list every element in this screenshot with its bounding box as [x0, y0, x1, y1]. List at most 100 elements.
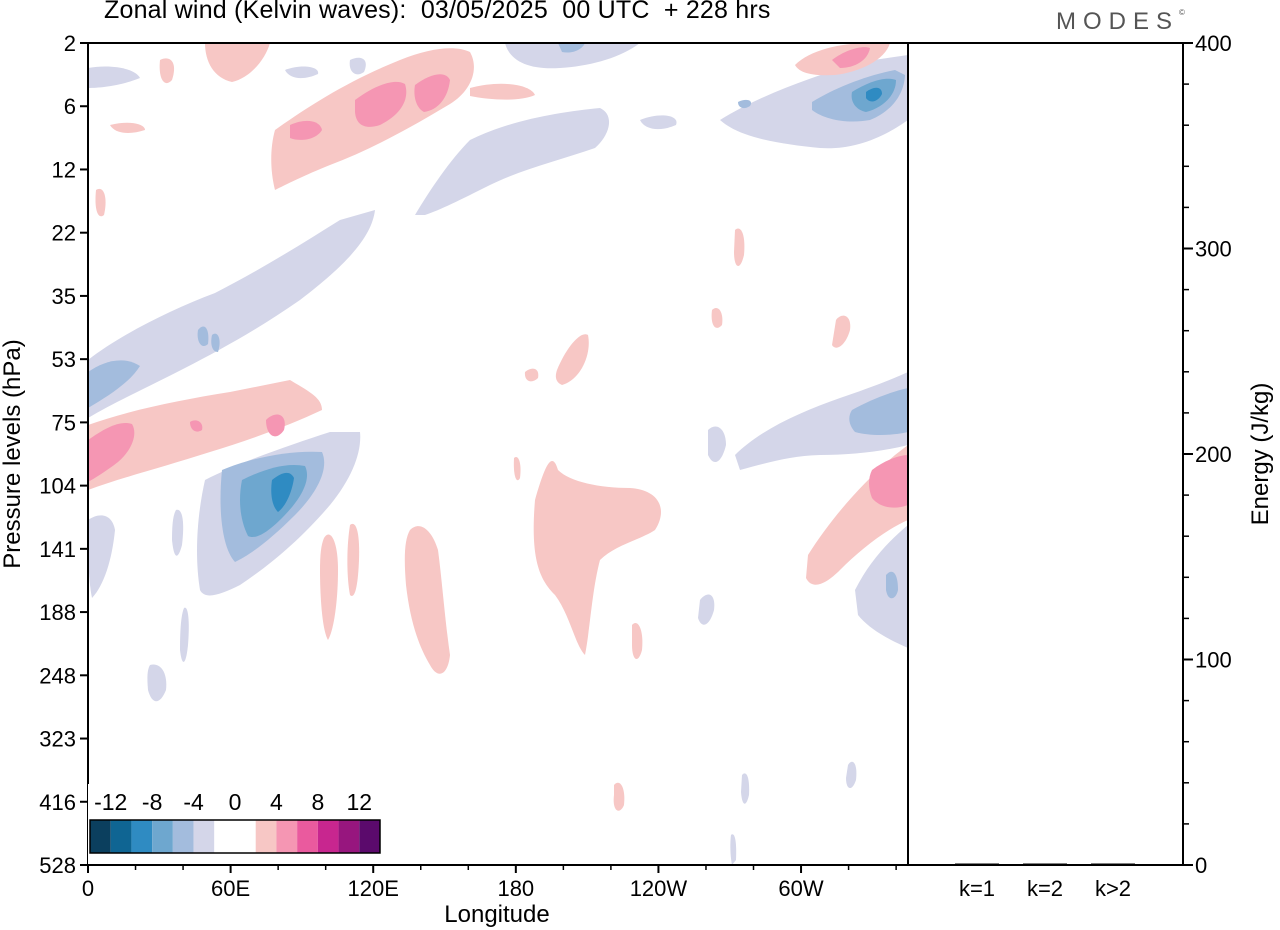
colorbar-label: -4 [183, 789, 204, 815]
contour-neg-east-lower-lev2 [849, 388, 908, 435]
colorbar-label: -8 [142, 789, 162, 815]
energy-tick-label: 200 [1195, 442, 1232, 467]
energy-category-label: k>2 [1095, 876, 1131, 901]
y-axis-title-right: Energy (J/kg) [1247, 383, 1274, 526]
contour-pos-small-2 [266, 414, 285, 437]
contour-neg-east-bottom [855, 525, 908, 648]
contour-pos-small-i [632, 622, 643, 660]
contour-pos-east-lower-core [869, 455, 908, 508]
pressure-tick-label: 104 [39, 474, 76, 499]
contour-neg-dash-2 [349, 57, 366, 75]
contour-neg-small-g [730, 834, 737, 865]
contour-pos-small-k [734, 228, 745, 267]
contour-pos-upper-band-core-3 [290, 120, 322, 140]
y-axis-pressure: 2 6 12 22 35 53 75 104 141 188 248 323 416 528 [39, 31, 88, 878]
contour-pos-small-n [613, 782, 625, 811]
energy-bar-labels: k=1 k=2 k>2 [959, 876, 1131, 901]
x-axis-title: Longitude [444, 901, 549, 928]
energy-bars [955, 863, 1135, 865]
longitude-tick-label: 180 [497, 876, 534, 901]
colorbar-swatch [193, 820, 215, 853]
colorbar-swatch [235, 820, 256, 853]
contour-pos-central [533, 461, 662, 655]
colorbar-outline [89, 819, 381, 854]
contour-pos-upper-band-core-2 [414, 74, 450, 112]
contour-neg-strip-1 [172, 509, 184, 556]
longitude-tick-label: 120E [348, 876, 399, 901]
colorbar-labels: -12 -8 -4 0 4 8 12 [94, 789, 372, 815]
contour-pos-small-l [711, 307, 723, 328]
pressure-tick-label: 6 [64, 94, 76, 119]
contour-neg-blob-lev4 [271, 472, 294, 512]
y-axis-title-left: Pressure levels (hPa) [0, 339, 26, 568]
longitude-tick-label: 60E [211, 876, 250, 901]
y-axis-energy: 0 100 200 300 400 [1183, 31, 1232, 878]
energy-bar [1091, 863, 1135, 865]
brand-logo: MODES© [1056, 8, 1185, 36]
energy-tick-label: 100 [1195, 648, 1232, 673]
colorbar-swatch [317, 820, 339, 853]
contour-neg-left-edge [88, 66, 140, 88]
energy-tick-label: 0 [1195, 853, 1207, 878]
contour-pos-band-lower-core [88, 422, 135, 482]
colorbar: -12 -8 -4 0 4 8 12 [88, 784, 384, 864]
contour-neg-east-lower-west [708, 426, 726, 463]
pressure-tick-label: 248 [39, 663, 76, 688]
colorbar-swatch [131, 820, 153, 853]
contour-pos-small-b [110, 122, 145, 133]
contour-neg-dash-3 [640, 115, 677, 130]
colorbar-label: 12 [346, 789, 372, 815]
energy-bar [1023, 863, 1067, 865]
contour-pos-small-h [524, 368, 539, 382]
contour-neg-dash-1 [285, 66, 319, 79]
colorbar-swatch [172, 820, 194, 853]
energy-category-label: k=2 [1027, 876, 1063, 901]
brand-mark: © [1179, 8, 1185, 17]
contour-neg-east-bottom-core [886, 571, 898, 599]
contour-pos-strip-a [404, 526, 450, 674]
contour-neg-small-1 [197, 326, 209, 347]
contour-pos-strip-c [347, 523, 360, 596]
colorbar-swatch [255, 820, 277, 853]
contour-pos-strip-b [320, 534, 338, 640]
contour-neg-strip-2 [180, 607, 189, 662]
pressure-tick-label: 188 [39, 600, 76, 625]
colorbar-swatches [89, 819, 381, 854]
contour-neg-strip-3 [147, 664, 167, 702]
contour-neg-small-e [846, 761, 857, 789]
contour-pos-small-m [832, 315, 851, 348]
pressure-tick-label: 323 [39, 727, 76, 752]
contour-field [88, 43, 908, 865]
colorbar-swatch [152, 820, 173, 853]
contour-pos-small-j [513, 456, 521, 481]
energy-tick-label: 300 [1195, 237, 1232, 262]
pressure-tick-label: 2 [64, 31, 76, 56]
contour-neg-top-strip [505, 43, 640, 69]
pressure-tick-label: 75 [52, 410, 76, 435]
colorbar-label: 8 [311, 789, 324, 815]
pressure-tick-label: 35 [52, 284, 76, 309]
pressure-tick-label: 53 [52, 347, 76, 372]
colorbar-label: 4 [270, 789, 283, 815]
colorbar-swatch [276, 820, 298, 853]
contour-neg-east-lower [735, 372, 908, 470]
contour-pos-upper-band-core [355, 81, 407, 127]
pressure-tick-label: 141 [39, 537, 76, 562]
colorbar-swatch [90, 820, 111, 853]
contour-neg-small-f [741, 773, 750, 804]
pressure-tick-label: 528 [39, 853, 76, 878]
chart-title: Zonal wind (Kelvin waves): 03/05/2025 00… [104, 0, 771, 24]
colorbar-label: -12 [94, 789, 127, 815]
contour-neg-band-upper [88, 210, 375, 418]
contour-neg-mid-band [415, 108, 610, 215]
colorbar-label: 0 [229, 789, 242, 815]
x-axis-longitude: 0 60E 120E 180 120W 60W [82, 865, 897, 901]
contour-neg-east-small [738, 99, 752, 109]
contour-pos-small-1 [190, 420, 203, 432]
longitude-tick-label: 120W [630, 876, 688, 901]
contour-pos-top-left [205, 43, 270, 82]
colorbar-swatch [214, 820, 235, 853]
longitude-tick-label: 0 [82, 876, 94, 901]
contour-pos-band-lower [88, 380, 322, 490]
